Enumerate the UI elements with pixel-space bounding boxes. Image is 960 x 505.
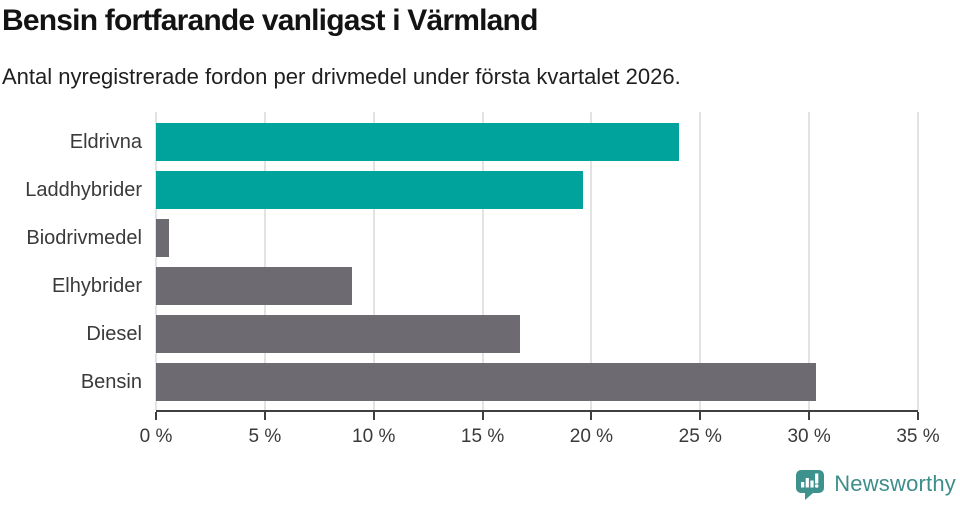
gridline (699, 112, 702, 410)
x-axis-tick (372, 412, 375, 420)
x-axis-tick-label: 5 % (248, 426, 282, 447)
y-axis-label: Elhybrider (51, 274, 142, 297)
gridline (263, 112, 266, 410)
x-axis-tick (699, 412, 702, 420)
brand-name: Newsworthy (834, 471, 956, 496)
bar-row (156, 166, 918, 214)
x-axis-tick-label: 10 % (352, 426, 396, 447)
y-axis-label: Biodrivmedel (26, 226, 142, 249)
gridline (590, 112, 593, 410)
bar-row (156, 214, 918, 262)
bar-rows (156, 112, 918, 410)
bar-bensin (156, 363, 816, 401)
bar-elhybrider (156, 267, 352, 305)
gridline (481, 112, 484, 410)
bar-row (156, 310, 918, 358)
speech-bubble-chart-icon (796, 470, 825, 500)
y-axis-label: Eldrivna (69, 130, 142, 153)
x-axis: 0 % 5 % 10 % 15 % 20 % 25 % 30 % 35 % (140, 410, 940, 458)
y-axis-label: Laddhybrider (25, 178, 142, 201)
bar-row (156, 262, 918, 310)
gridline (808, 112, 811, 410)
bar-laddhybrider (156, 171, 583, 209)
bar-eldrivna (156, 123, 679, 161)
x-axis-tick-label: 0 % (139, 426, 173, 447)
y-axis-label: Bensin (80, 370, 142, 393)
x-axis-tick-label: 35 % (896, 426, 940, 447)
chart-subtitle: Antal nyregistrerade fordon per drivmede… (2, 64, 681, 89)
bar-diesel (156, 315, 520, 353)
x-axis-tick-label: 20 % (569, 426, 614, 447)
x-axis-tick (155, 412, 157, 420)
bar-chart: Eldrivna Laddhybrider Biodrivmedel Elhybrid… (0, 112, 960, 452)
x-axis-tick-label: 30 % (787, 426, 831, 447)
x-axis-tick (917, 412, 919, 420)
bar-row (156, 118, 918, 166)
brand-footer: Newsworthy (794, 468, 956, 500)
x-axis-tick (481, 412, 484, 420)
x-axis-tick (590, 412, 593, 420)
gridline (372, 112, 375, 410)
x-axis-tick (808, 412, 811, 420)
x-axis-tick-label: 25 % (678, 426, 722, 447)
x-axis-tick (263, 412, 266, 420)
x-axis-tick-label: 15 % (460, 426, 505, 447)
y-axis-labels: Eldrivna Laddhybrider Biodrivmedel Elhybrid… (0, 112, 142, 410)
y-axis-label: Diesel (86, 322, 142, 345)
gridline (917, 112, 919, 410)
bar-biodrivmedel (156, 219, 170, 257)
plot-area (155, 112, 919, 410)
gridline (155, 112, 157, 410)
page-title: Bensin fortfarande vanligast i Värmland (2, 4, 538, 37)
bar-row (156, 358, 918, 406)
